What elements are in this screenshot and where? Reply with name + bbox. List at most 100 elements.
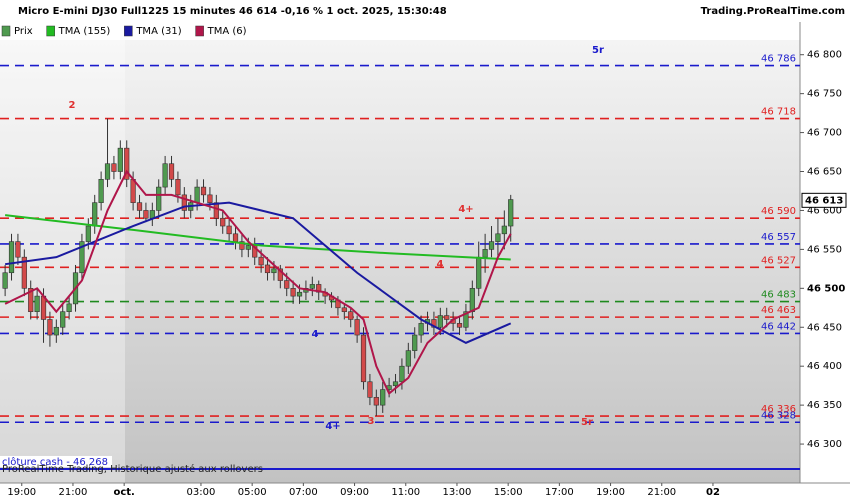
candle-body bbox=[290, 288, 296, 297]
x-tick-label: 21:00 bbox=[59, 487, 88, 498]
candle-body bbox=[66, 303, 72, 312]
candle-body bbox=[488, 241, 495, 250]
annotation: 2 bbox=[69, 100, 76, 111]
candle-body bbox=[264, 264, 271, 274]
candle-body bbox=[405, 350, 411, 367]
candle-body bbox=[124, 147, 130, 180]
candle-body bbox=[482, 249, 488, 258]
candle-body bbox=[245, 245, 251, 250]
annotation: 5r bbox=[592, 45, 604, 56]
candle-body bbox=[136, 202, 143, 211]
x-tick-label: 03:00 bbox=[187, 487, 216, 498]
candle-body bbox=[175, 179, 181, 196]
legend-label: TMA (155) bbox=[58, 26, 111, 37]
candle-body bbox=[60, 311, 66, 328]
candle-body bbox=[143, 210, 149, 219]
candle-body bbox=[111, 163, 117, 172]
annotation: 3 bbox=[368, 416, 375, 427]
legend-label: TMA (31) bbox=[135, 26, 181, 37]
y-tick-label: 46 400 bbox=[807, 361, 842, 372]
y-tick-label: 46 300 bbox=[807, 439, 842, 450]
level-label: 46 590 bbox=[761, 206, 796, 217]
candle-body bbox=[239, 241, 245, 250]
candle-body bbox=[92, 202, 98, 227]
x-tick-label: 19:00 bbox=[596, 487, 625, 498]
x-tick-label: 15:00 bbox=[494, 487, 523, 498]
candle-body bbox=[226, 225, 232, 235]
level-label: 46 442 bbox=[761, 321, 796, 332]
candle-body bbox=[117, 147, 123, 172]
last-price-label: 46 613 bbox=[805, 195, 843, 206]
candle-body bbox=[104, 163, 111, 180]
y-tick-label: 46 650 bbox=[807, 167, 842, 178]
tma-line bbox=[5, 214, 511, 261]
candle-body bbox=[232, 233, 239, 242]
site: Trading.ProRealTime.com bbox=[701, 6, 845, 17]
legend-swatch bbox=[124, 25, 133, 37]
candle-body bbox=[495, 233, 501, 242]
candle-body bbox=[348, 311, 354, 320]
candle-body bbox=[85, 225, 91, 242]
candle-body bbox=[200, 186, 207, 196]
level-label: 46 483 bbox=[761, 290, 796, 301]
candle-body bbox=[469, 288, 475, 312]
x-tick-label: 11:00 bbox=[391, 487, 420, 498]
level-label: 46 718 bbox=[761, 107, 796, 118]
x-tick-label: 02 bbox=[706, 487, 720, 498]
x-tick-label: 17:00 bbox=[545, 487, 574, 498]
y-tick-label: 46 700 bbox=[807, 128, 842, 139]
x-tick-label: oct. bbox=[113, 487, 134, 498]
legend-swatch bbox=[46, 25, 55, 37]
candle-body bbox=[418, 323, 424, 336]
legend-label: TMA (6) bbox=[207, 26, 247, 37]
candle-body bbox=[162, 163, 168, 188]
candle-body bbox=[437, 315, 443, 328]
candle-body bbox=[508, 199, 514, 227]
cash-label-bg bbox=[0, 455, 112, 467]
y-tick-label: 46 500 bbox=[807, 283, 845, 294]
annotation: 5r bbox=[581, 417, 593, 428]
cash-close-label: clôture cash - 46 268 bbox=[2, 456, 108, 468]
candle-body bbox=[367, 381, 373, 398]
candle-body bbox=[156, 186, 162, 211]
legend-swatch bbox=[195, 25, 204, 37]
candle-body bbox=[354, 319, 360, 336]
level-label: 46 336 bbox=[761, 404, 796, 415]
level-label: 46 328 bbox=[761, 410, 796, 421]
candle-body bbox=[341, 307, 347, 312]
candle-body bbox=[28, 288, 34, 312]
legend-swatch bbox=[1, 25, 11, 37]
x-tick-label: 19:00 bbox=[7, 487, 36, 498]
candle-body bbox=[412, 334, 418, 351]
y-tick-label: 46 600 bbox=[807, 205, 842, 216]
candle-body bbox=[53, 326, 59, 336]
header-bar bbox=[0, 0, 850, 22]
y-tick-label: 46 350 bbox=[807, 400, 842, 411]
candle-body bbox=[168, 163, 175, 180]
candle-body bbox=[360, 334, 367, 383]
candle-body bbox=[296, 291, 303, 297]
candle-body bbox=[501, 225, 507, 235]
last-price-box bbox=[801, 192, 847, 208]
legend-label: Prix bbox=[14, 26, 33, 37]
x-tick-label: 09:00 bbox=[340, 487, 369, 498]
candle-body bbox=[399, 365, 405, 383]
candle-body bbox=[463, 311, 469, 328]
candle-body bbox=[284, 280, 290, 289]
candle-body bbox=[380, 389, 386, 406]
candle-body bbox=[79, 241, 85, 274]
level-label: 46 557 bbox=[761, 232, 796, 243]
candle-body bbox=[220, 217, 226, 227]
candle-body bbox=[207, 194, 213, 203]
x-tick-label: 21:00 bbox=[647, 487, 676, 498]
candle-body bbox=[8, 241, 15, 274]
candle-body bbox=[392, 381, 399, 386]
y-tick-label: 46 750 bbox=[807, 89, 842, 100]
candle-body bbox=[2, 272, 8, 289]
candle-body bbox=[476, 256, 482, 289]
candle-body bbox=[181, 194, 187, 211]
annotation: 4+ bbox=[325, 421, 340, 432]
annotation: 4 bbox=[437, 259, 444, 270]
candle-body bbox=[444, 315, 450, 320]
